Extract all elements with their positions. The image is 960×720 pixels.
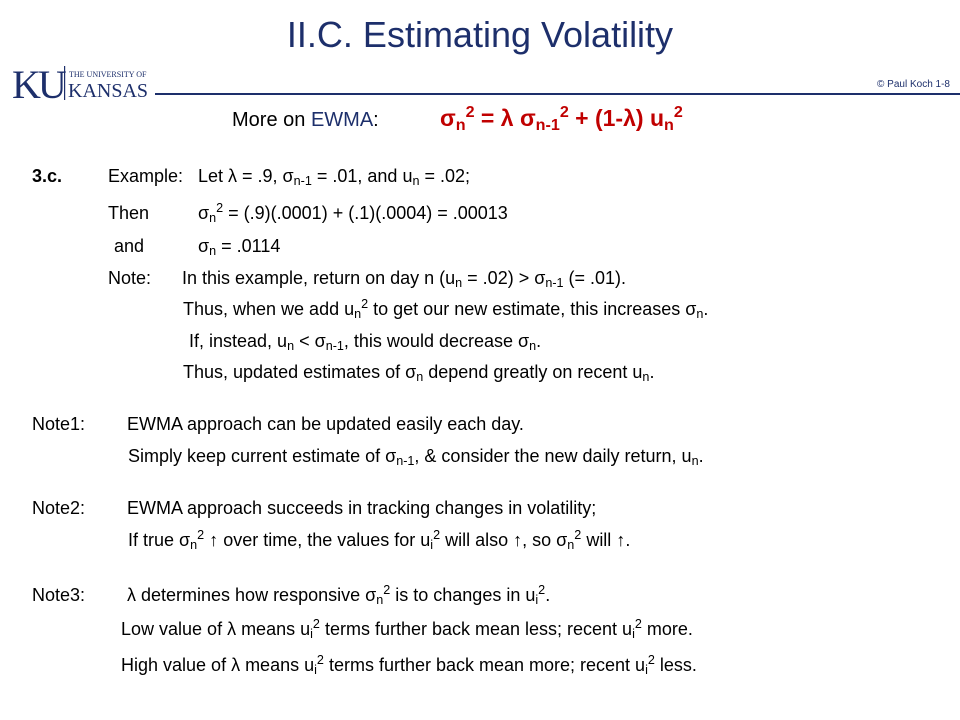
note1-line-2: Simply keep current estimate of σn-1, & …	[128, 446, 704, 469]
and-line: σn = .0114	[198, 236, 281, 259]
header-rule	[155, 93, 960, 95]
copyright-credit: © Paul Koch 1-8	[877, 79, 950, 90]
note-line-4: Thus, updated estimates of σn depend gre…	[183, 362, 655, 385]
note3-high-line: High value of λ means ui2 terms further …	[121, 653, 697, 678]
note-line-2: Thus, when we add un2 to get our new est…	[183, 297, 709, 322]
note2-line-2: If true σn2 ↑ over time, the values for …	[128, 528, 631, 553]
then-line: σn2 = (.9)(.0001) + (.1)(.0004) = .00013	[198, 201, 508, 226]
ku-logo-mark: KU	[12, 62, 67, 104]
and-label: and	[114, 236, 145, 256]
then-label: Then	[108, 203, 150, 223]
note3-label: Note3:	[32, 585, 86, 605]
ku-logo-line1: THE UNIVERSITY OF	[69, 70, 147, 79]
ewma-formula: σn2 = λ σn-12 + (1-λ) un2	[440, 103, 683, 135]
note-line-3: If, instead, un < σn-1, this would decre…	[189, 331, 542, 354]
ewma-keyword: EWMA	[310, 109, 374, 131]
note3-low-line: Low value of λ means ui2 terms further b…	[121, 617, 693, 642]
note2-line-1: EWMA approach succeeds in tracking chang…	[127, 498, 597, 518]
note1-label: Note1:	[32, 414, 86, 434]
up-arrow-icon: ↑	[209, 530, 219, 550]
note-label: Note:	[108, 268, 152, 288]
note2-label: Note2:	[32, 498, 86, 518]
note-line-1: In this example, return on day n (un = .…	[182, 268, 627, 291]
example-line: Let λ = .9, σn-1 = .01, and un = .02;	[198, 166, 471, 189]
note1-line-1: EWMA approach can be updated easily each…	[127, 414, 524, 434]
example-number: 3.c.	[32, 166, 63, 186]
slide-title: II.C. Estimating Volatility	[286, 14, 674, 55]
note3-line-1: λ determines how responsive σn2 is to ch…	[127, 583, 551, 608]
up-arrow-icon: ↑	[616, 530, 626, 550]
ku-logo-line2: KANSAS	[68, 80, 148, 102]
example-label: Example:	[108, 166, 184, 186]
ku-logo: KU THE UNIVERSITY OF KANSAS	[12, 62, 148, 104]
up-arrow-icon: ↑	[513, 530, 523, 550]
ewma-label: More on EWMA:	[232, 109, 379, 131]
